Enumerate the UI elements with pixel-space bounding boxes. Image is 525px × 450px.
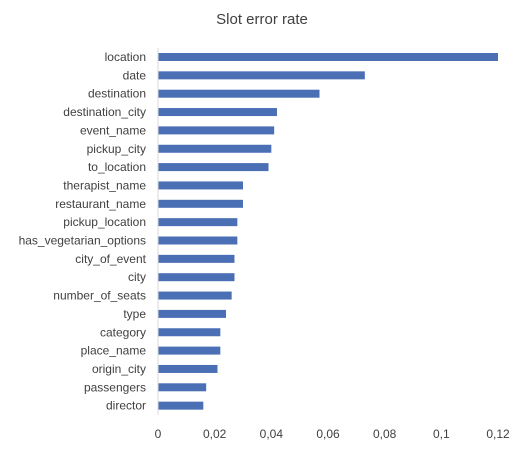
category-label: number_of_seats <box>53 289 146 303</box>
category-label: passengers <box>84 380 146 394</box>
bar-destination <box>158 89 320 98</box>
bar-city <box>158 273 235 282</box>
category-label: place_name <box>81 344 147 358</box>
category-label: event_name <box>80 123 146 137</box>
x-tick-label: 0,12 <box>486 427 510 441</box>
x-tick-label: 0,08 <box>373 427 397 441</box>
category-label: city_of_event <box>75 252 146 266</box>
bar-to-location <box>158 163 269 172</box>
category-label: restaurant_name <box>55 197 146 211</box>
bar-pickup-city <box>158 144 272 153</box>
category-label: to_location <box>88 160 146 174</box>
bar-place-name <box>158 346 221 355</box>
x-axis-ticks: 0 0,02 0,04 0,06 0,08 0,1 0,12 <box>155 427 510 441</box>
bar-pickup-location <box>158 218 238 227</box>
chart-title: Slot error rate <box>216 11 308 28</box>
category-label: director <box>106 399 146 413</box>
category-label: location <box>105 50 146 64</box>
bar-origin-city <box>158 364 218 373</box>
category-label: type <box>123 307 146 321</box>
bar-has-vegetarian-options <box>158 236 238 245</box>
category-label: pickup_location <box>63 215 146 229</box>
bar-therapist-name <box>158 181 243 190</box>
bar-type <box>158 309 226 318</box>
x-tick-label: 0,1 <box>433 427 450 441</box>
category-label: destination_city <box>63 105 146 119</box>
bar-destination-city <box>158 108 277 117</box>
category-labels: location date destination destination_citye… <box>19 50 147 413</box>
category-label: city <box>128 270 146 284</box>
x-tick-label: 0,04 <box>260 427 284 441</box>
x-tick-label: 0,06 <box>316 427 340 441</box>
category-label: origin_city <box>92 362 146 376</box>
bars-layer <box>158 53 498 410</box>
bar-date <box>158 71 365 80</box>
category-label: category <box>100 325 146 339</box>
x-tick-label: 0 <box>155 427 162 441</box>
category-label: date <box>123 68 147 82</box>
bar-restaurant-name <box>158 199 243 208</box>
category-label: therapist_name <box>63 178 146 192</box>
bar-event-name <box>158 126 275 135</box>
bar-category <box>158 328 221 337</box>
bar-director <box>158 401 204 410</box>
bar-passengers <box>158 383 207 392</box>
category-label: pickup_city <box>87 142 146 156</box>
bar-city-of-event <box>158 254 235 263</box>
category-label: destination <box>88 87 146 101</box>
bar-location <box>158 53 498 61</box>
category-label: has_vegetarian_options <box>19 234 146 248</box>
x-tick-label: 0,02 <box>203 427 227 441</box>
bar-number-of-seats <box>158 291 232 300</box>
